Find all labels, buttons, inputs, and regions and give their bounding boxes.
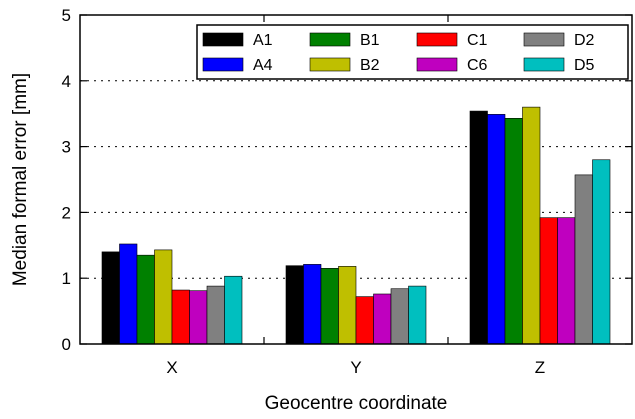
bar-A1-X	[101, 251, 120, 345]
bar-B1-Z	[504, 118, 523, 345]
bar-B2-X	[154, 249, 173, 345]
legend-label-B1: B1	[360, 32, 380, 49]
bar-C6-X	[189, 290, 208, 345]
bar-D2-Y	[390, 288, 409, 345]
y-axis-label: Median formal error [mm]	[10, 73, 31, 286]
bar-A4-Z	[487, 114, 506, 345]
legend-swatch-C6	[416, 57, 458, 72]
bar-C1-Y	[355, 296, 374, 345]
y-tick-label: 3	[62, 138, 71, 157]
x-tick-labels: X Y Z	[166, 358, 545, 377]
legend-swatch-B1	[309, 32, 351, 47]
bar-A1-Z	[469, 110, 488, 345]
y-tick-labels: 0 1 2 3 4 5	[62, 6, 71, 354]
legend-label-D2: D2	[574, 32, 595, 49]
bar-A4-Y	[303, 264, 322, 345]
bar-B1-Y	[320, 268, 339, 345]
legend-swatch-A1	[202, 32, 244, 47]
x-tick-label: Z	[535, 358, 545, 377]
bar-D2-Z	[574, 174, 593, 345]
x-tick-label: Y	[350, 358, 361, 377]
bar-C1-X	[171, 289, 190, 345]
y-tick-label: 1	[62, 269, 71, 288]
legend-swatch-C1	[416, 32, 458, 47]
legend-label-C6: C6	[467, 57, 488, 74]
bar-D2-X	[206, 285, 225, 345]
bar-D5-X	[224, 275, 243, 345]
legend-swatch-D5	[523, 57, 565, 72]
bar-D5-Y	[408, 285, 427, 345]
x-tick-label: X	[166, 358, 177, 377]
legend-label-D5: D5	[574, 57, 595, 74]
bar-B2-Z	[522, 106, 541, 345]
y-tick-label: 5	[62, 6, 71, 25]
legend-label-C1: C1	[467, 32, 488, 49]
bar-C6-Z	[557, 217, 576, 345]
plot-frame	[79, 14, 633, 345]
bar-A1-Y	[285, 265, 304, 345]
bar-C1-Z	[539, 217, 558, 345]
legend-label-B2: B2	[360, 57, 380, 74]
legend-swatch-A4	[202, 57, 244, 72]
y-tick-label: 2	[62, 203, 71, 222]
axis-ticks	[80, 14, 632, 345]
legend: A1 A4 B1 B2 C1 C6 D2 D5	[196, 24, 629, 80]
bar-C6-Y	[373, 293, 392, 345]
legend-label-A1: A1	[253, 32, 273, 49]
y-tick-label: 0	[62, 335, 71, 354]
y-tick-label: 4	[62, 72, 71, 91]
bars	[101, 106, 611, 345]
legend-swatch-B2	[309, 57, 351, 72]
x-axis-label: Geocentre coordinate	[265, 393, 448, 414]
bar-A4-X	[119, 243, 138, 345]
bar-B1-X	[136, 254, 155, 345]
legend-label-A4: A4	[253, 57, 273, 74]
legend-swatch-D2	[523, 32, 565, 47]
bar-B2-Y	[338, 266, 357, 345]
bar-D5-Z	[592, 159, 611, 345]
